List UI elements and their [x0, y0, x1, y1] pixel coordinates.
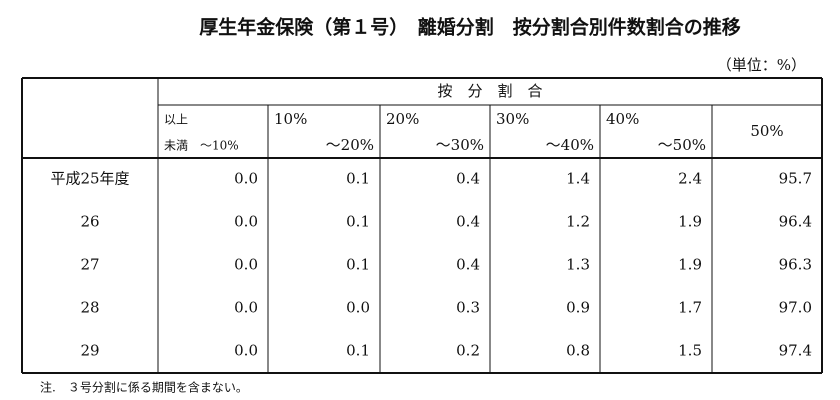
title: 厚生年金保険（第１号） 離婚分割 按分割合別件数割合の推移 — [199, 16, 741, 39]
cell-value: 97.4 — [779, 342, 812, 360]
cell-value: 0.4 — [456, 213, 480, 231]
table-lines — [21, 77, 823, 374]
cell-value: 96.4 — [779, 213, 812, 231]
cell-value: 0.8 — [566, 342, 590, 360]
column-header: 50% — [750, 122, 783, 140]
cell-value: 0.0 — [234, 213, 258, 231]
cell-value: 0.0 — [234, 342, 258, 360]
cell-value: 1.4 — [566, 170, 590, 188]
cell-value: 0.0 — [346, 299, 370, 317]
cell-value: 0.1 — [346, 256, 370, 274]
row-label: 28 — [80, 299, 99, 317]
cell-value: 1.9 — [678, 256, 702, 274]
column-header-top: 20% — [386, 110, 419, 128]
row-label: 29 — [80, 342, 99, 360]
cell-value: 1.5 — [678, 342, 702, 360]
cell-value: 1.2 — [566, 213, 590, 231]
row-label: 26 — [80, 213, 99, 231]
cell-value: 0.1 — [346, 342, 370, 360]
column-header-bottom: ～50% — [658, 136, 706, 154]
column-header-top: 10% — [274, 110, 307, 128]
cell-value: 2.4 — [678, 170, 702, 188]
cell-value: 0.4 — [456, 170, 480, 188]
group-header: 按 分 割 合 — [437, 82, 542, 100]
row-label: 27 — [80, 256, 99, 274]
cell-value: 0.0 — [234, 256, 258, 274]
column-header-top: 以上 — [164, 113, 188, 127]
column-header-top: 30% — [496, 110, 529, 128]
cell-value: 0.3 — [456, 299, 480, 317]
cell-value: 0.0 — [234, 170, 258, 188]
cell-value: 95.7 — [779, 170, 812, 188]
cell-value: 0.1 — [346, 213, 370, 231]
unit: （単位：%） — [717, 56, 806, 74]
column-header-bottom: ～30% — [436, 136, 484, 154]
column-header-bottom: ～20% — [326, 136, 374, 154]
cell-value: 97.0 — [779, 299, 812, 317]
cell-value: 1.3 — [566, 256, 590, 274]
column-header-bottom: 未満 ～10% — [164, 139, 239, 153]
row-label: 平成25年度 — [50, 170, 129, 188]
column-header-top: 40% — [606, 110, 639, 128]
cell-value: 96.3 — [779, 256, 812, 274]
column-header-bottom: ～40% — [546, 136, 594, 154]
cell-value: 1.9 — [678, 213, 702, 231]
cell-value: 1.7 — [678, 299, 702, 317]
cell-value: 0.9 — [566, 299, 590, 317]
cell-value: 0.2 — [456, 342, 480, 360]
footnote: 注. ３号分割に係る期間を含まない。 — [40, 380, 248, 395]
cell-value: 0.4 — [456, 256, 480, 274]
cell-value: 0.1 — [346, 170, 370, 188]
cell-value: 0.0 — [234, 299, 258, 317]
